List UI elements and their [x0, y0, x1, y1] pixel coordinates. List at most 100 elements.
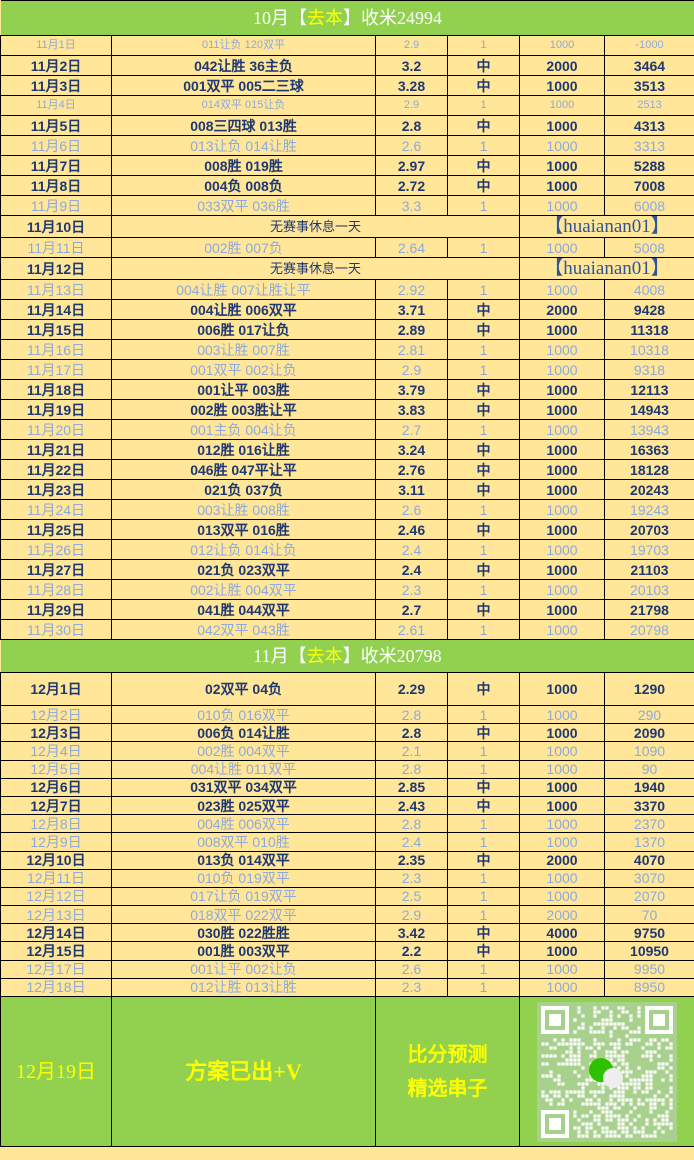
result-cell: 1 — [447, 195, 520, 216]
date-cell: 11月11日 — [0, 237, 112, 258]
balance-cell: 20103 — [604, 579, 694, 600]
date-cell: 11月19日 — [0, 399, 112, 420]
picks-cell: 002胜 004双平 — [111, 741, 376, 761]
stake-cell: 1000 — [519, 672, 605, 706]
picks-cell: 042让胜 36主负 — [111, 55, 376, 76]
stake-cell: 1000 — [519, 886, 605, 907]
result-cell: 1 — [447, 977, 520, 998]
date-cell: 11月26日 — [0, 539, 112, 560]
picks-cell: 011让负 120双平 — [111, 35, 376, 56]
odds-cell: 3.3 — [375, 195, 448, 216]
result-cell: 中 — [447, 559, 520, 580]
odds-cell: 2.3 — [375, 579, 448, 600]
table-row: 11月27日 021负 023双平 2.4 中 1000 21103 — [0, 559, 694, 580]
result-cell: 中 — [447, 777, 520, 797]
result-cell: 1 — [447, 959, 520, 979]
stake-cell: 1000 — [519, 759, 605, 779]
stake-cell: 1000 — [519, 175, 605, 196]
picks-cell: 033双平 036胜 — [111, 195, 376, 216]
odds-cell: 2.89 — [375, 319, 448, 340]
table-row: 11月4日 014双平 015让负 2.9 1 1000 2513 — [0, 95, 694, 116]
table-row: 11月30日 042双平 043胜 2.61 1 1000 20798 — [0, 619, 694, 640]
table-row: 12月14日 030胜 022胜胜 3.42 中 4000 9750 — [0, 923, 694, 943]
date-cell: 11月21日 — [0, 439, 112, 460]
balance-cell: 6008 — [604, 195, 694, 216]
balance-cell: 1290 — [604, 672, 694, 706]
stake-cell: 1000 — [519, 115, 605, 136]
odds-cell: 3.11 — [375, 479, 448, 500]
table-row: 12月18日 012让胜 013让胜 2.3 1 1000 8950 — [0, 977, 694, 998]
stake-cell: 1000 — [519, 741, 605, 761]
date-cell: 11月29日 — [0, 599, 112, 620]
balance-cell: 1370 — [604, 832, 694, 852]
date-cell: 11月23日 — [0, 479, 112, 500]
balance-cell: 4008 — [604, 279, 694, 300]
contact-tag: 【huaianan01】 — [519, 215, 694, 238]
table-row: 11月1日 011让负 120双平 2.9 1 1000 -1000 — [0, 35, 694, 56]
table-row: 11月7日 008胜 019胜 2.97 中 1000 5288 — [0, 155, 694, 176]
stake-cell: 1000 — [519, 559, 605, 580]
picks-cell: 031双平 034双平 — [111, 777, 376, 797]
table-row: 11月16日 003让胜 007胜 2.81 1 1000 10318 — [0, 339, 694, 360]
date-cell: 11月1日 — [0, 35, 112, 56]
result-cell: 中 — [447, 319, 520, 340]
result-cell: 1 — [447, 704, 520, 725]
result-cell: 中 — [447, 723, 520, 743]
date-cell: 12月8日 — [0, 814, 112, 834]
date-cell: 11月15日 — [0, 319, 112, 340]
title-prefix: 11月【 — [253, 646, 307, 666]
table-row: 11月22日 046胜 047平让平 2.76 中 1000 18128 — [0, 459, 694, 480]
date-cell: 11月28日 — [0, 579, 112, 600]
odds-cell: 2.81 — [375, 339, 448, 360]
table-row: 11月9日 033双平 036胜 3.3 1 1000 6008 — [0, 195, 694, 216]
balance-cell: 13943 — [604, 419, 694, 440]
balance-cell: 4313 — [604, 115, 694, 136]
date-cell: 11月12日 — [0, 257, 112, 280]
stake-cell: 1000 — [519, 832, 605, 852]
balance-cell: 20703 — [604, 519, 694, 540]
table-row: 11月10日 无赛事休息一天 【huaianan01】 — [0, 215, 694, 238]
picks-cell: 004让胜 007让胜让平 — [111, 279, 376, 300]
odds-cell: 3.28 — [375, 75, 448, 96]
picks-cell: 001双平 002让负 — [111, 359, 376, 380]
stake-cell: 1000 — [519, 439, 605, 460]
table-row: 12月13日 018双平 022双平 2.9 1 2000 70 — [0, 905, 694, 925]
result-cell: 中 — [447, 459, 520, 480]
date-cell: 11月13日 — [0, 279, 112, 300]
footer-row: 12月19日 方案已出+V 比分预测 精选串子 — [0, 996, 694, 1147]
odds-cell: 2.9 — [375, 95, 448, 116]
odds-cell: 2.8 — [375, 759, 448, 779]
odds-cell: 2.8 — [375, 115, 448, 136]
date-cell: 12月1日 — [0, 672, 112, 706]
stake-cell: 2000 — [519, 905, 605, 925]
odds-cell: 2.46 — [375, 519, 448, 540]
table-row: 11月11日 002胜 007负 2.64 1 1000 5008 — [0, 237, 694, 258]
title-suffix: 】收米20798 — [342, 646, 442, 666]
picks-cell: 004负 008负 — [111, 175, 376, 196]
date-cell: 12月12日 — [0, 886, 112, 907]
table-row: 11月15日 006胜 017让负 2.89 中 1000 11318 — [0, 319, 694, 340]
date-cell: 12月13日 — [0, 905, 112, 925]
date-cell: 12月6日 — [0, 777, 112, 797]
table-row: 12月6日 031双平 034双平 2.85 中 1000 1940 — [0, 777, 694, 797]
balance-cell: 14943 — [604, 399, 694, 420]
odds-cell: 2.9 — [375, 359, 448, 380]
date-cell: 11月10日 — [0, 215, 112, 238]
stake-cell: 1000 — [519, 599, 605, 620]
table-row: 12月1日 02双平 04负 2.29 中 1000 1290 — [0, 672, 694, 706]
title-prefix: 10月【 — [253, 8, 307, 28]
table-row: 11月25日 013双平 016胜 2.46 中 1000 20703 — [0, 519, 694, 540]
result-cell: 中 — [447, 439, 520, 460]
picks-cell: 010负 019双平 — [111, 868, 376, 888]
result-cell: 1 — [447, 619, 520, 640]
table-row: 12月17日 001让平 002让负 2.6 1 1000 9950 — [0, 959, 694, 979]
date-cell: 11月5日 — [0, 115, 112, 136]
stake-cell: 1000 — [519, 795, 605, 816]
odds-cell: 2.6 — [375, 135, 448, 156]
stake-cell: 1000 — [519, 339, 605, 360]
balance-cell: 3313 — [604, 135, 694, 156]
date-cell: 11月9日 — [0, 195, 112, 216]
stake-cell: 1000 — [519, 399, 605, 420]
balance-cell: 1940 — [604, 777, 694, 797]
picks-cell: 030胜 022胜胜 — [111, 923, 376, 943]
